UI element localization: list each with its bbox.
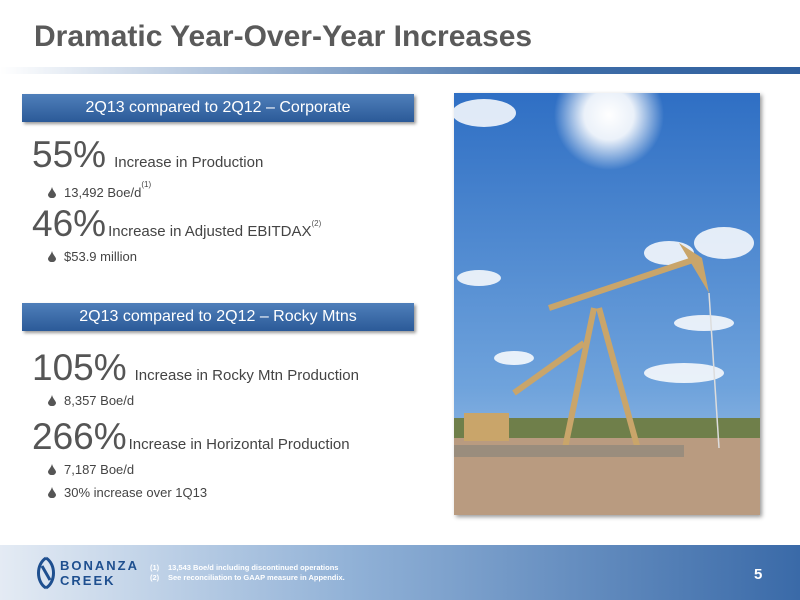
bullet: 7,187 Boe/d bbox=[48, 462, 134, 477]
footnote-text: See reconciliation to GAAP measure in Ap… bbox=[168, 573, 345, 582]
metric-value: 46% bbox=[32, 203, 107, 244]
footnote-marker: (1) bbox=[150, 563, 160, 572]
bullet: 8,357 Boe/d bbox=[48, 393, 134, 408]
logo: BONANZA CREEK bbox=[34, 556, 137, 595]
bullet: $53.9 million bbox=[48, 249, 137, 264]
metric-value: 55% bbox=[32, 134, 107, 175]
logo-word: BONANZA bbox=[60, 558, 139, 573]
metric: 266% Increase in Horizontal Production bbox=[32, 416, 350, 458]
metric-label: Increase in Adjusted EBITDAX bbox=[108, 223, 312, 240]
metric: 46% Increase in Adjusted EBITDAX(2) bbox=[32, 203, 321, 245]
slide-title: Dramatic Year-Over-Year Increases bbox=[34, 20, 533, 53]
bullet: 30% increase over 1Q13 bbox=[48, 485, 207, 500]
bullet-icon bbox=[48, 251, 56, 263]
footnote-text: 13,543 Boe/d including discontinued oper… bbox=[168, 563, 339, 572]
metric-value: 266% bbox=[32, 416, 127, 457]
metric: 55% Increase in Production bbox=[32, 134, 263, 176]
footnote-marker: (2) bbox=[150, 573, 160, 582]
section-header: 2Q13 compared to 2Q12 – Rocky Mtns bbox=[22, 303, 414, 331]
footer-band bbox=[0, 545, 800, 600]
page-number: 5 bbox=[754, 566, 763, 583]
footnote: (2) See reconciliation to GAAP measure in… bbox=[150, 573, 345, 582]
pumpjack-photo bbox=[454, 93, 760, 515]
bullet-icon bbox=[48, 487, 56, 499]
metric-label: Increase in Production bbox=[114, 154, 264, 171]
metric-label: Increase in Horizontal Production bbox=[128, 436, 350, 453]
metric: 105% Increase in Rocky Mtn Production bbox=[32, 347, 359, 389]
footnote-ref: (1) bbox=[141, 180, 152, 189]
bullet-icon bbox=[48, 464, 56, 476]
metric-label: Increase in Rocky Mtn Production bbox=[134, 367, 359, 384]
logo-mark bbox=[37, 556, 55, 590]
bullet-text: 13,492 Boe/d bbox=[64, 185, 142, 200]
metric-value: 105% bbox=[32, 347, 127, 388]
section-header: 2Q13 compared to 2Q12 – Corporate bbox=[22, 94, 414, 122]
bullet-icon bbox=[48, 187, 56, 199]
footnote-ref: (2) bbox=[311, 219, 322, 228]
bullet: 13,492 Boe/d(1) bbox=[48, 180, 151, 200]
bullet-text: 8,357 Boe/d bbox=[64, 393, 135, 408]
bullet-text: 7,187 Boe/d bbox=[64, 462, 135, 477]
footnote: (1) 13,543 Boe/d including discontinued o… bbox=[150, 563, 338, 572]
title-rule bbox=[0, 67, 800, 74]
bullet-text: 30% increase over 1Q13 bbox=[64, 485, 208, 500]
bullet-text: $53.9 million bbox=[64, 249, 137, 264]
logo-word: CREEK bbox=[60, 573, 116, 588]
bullet-icon bbox=[48, 395, 56, 407]
